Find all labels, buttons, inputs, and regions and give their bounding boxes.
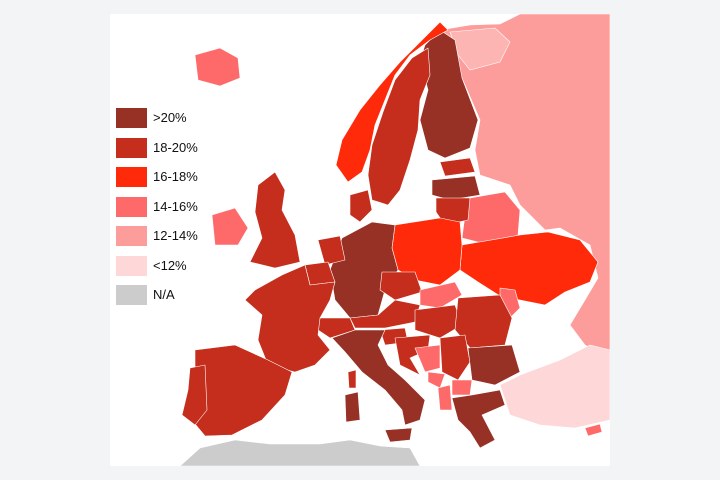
region-north-macedonia[interactable] xyxy=(451,379,473,396)
region-iceland[interactable] xyxy=(194,47,241,87)
region-norway[interactable] xyxy=(335,21,449,183)
legend-swatch xyxy=(116,196,147,217)
region-sardinia[interactable] xyxy=(344,391,361,423)
legend-swatch xyxy=(116,285,147,305)
legend-label: >20% xyxy=(153,110,187,125)
legend-label: N/A xyxy=(153,287,175,302)
legend-label: 14-16% xyxy=(153,198,198,214)
region-czech[interactable] xyxy=(379,271,423,301)
region-greece[interactable] xyxy=(451,389,506,449)
region-denmark[interactable] xyxy=(349,189,373,223)
region-ireland[interactable] xyxy=(211,207,249,246)
region-croatia[interactable] xyxy=(394,334,431,376)
europe-map xyxy=(179,14,610,466)
legend-swatch xyxy=(116,226,147,246)
region-montenegro[interactable] xyxy=(427,371,446,389)
map-frame: >20% 18-20% 16-18% 14-16% 12-14% <12% N/… xyxy=(110,14,610,466)
region-finland[interactable] xyxy=(419,29,479,159)
region-belgium[interactable] xyxy=(304,261,336,286)
region-ukraine[interactable] xyxy=(459,231,599,306)
legend-label: 18-20% xyxy=(153,139,198,155)
region-bulgaria[interactable] xyxy=(467,344,521,386)
region-sicily[interactable] xyxy=(384,427,413,443)
region-sweden[interactable] xyxy=(367,47,431,206)
legend: >20% 18-20% 16-18% 14-16% 12-14% <12% N/… xyxy=(116,107,226,314)
legend-item: 12-14% xyxy=(116,225,226,247)
region-estonia[interactable] xyxy=(439,157,476,177)
legend-item: 16-18% xyxy=(116,166,226,188)
region-russia[interactable] xyxy=(439,14,610,361)
region-albania[interactable] xyxy=(437,384,453,411)
region-corsica[interactable] xyxy=(347,369,357,389)
legend-item: <12% xyxy=(116,255,226,277)
region-slovakia[interactable] xyxy=(419,281,463,309)
region-romania[interactable] xyxy=(454,294,513,349)
legend-item: N/A xyxy=(116,284,226,306)
region-turkey[interactable] xyxy=(499,344,610,429)
legend-item: 14-16% xyxy=(116,196,226,218)
region-serbia[interactable] xyxy=(439,334,471,381)
region-bosnia[interactable] xyxy=(414,344,441,373)
region-hungary[interactable] xyxy=(414,304,463,339)
region-uk[interactable] xyxy=(249,171,301,269)
legend-item: >20% xyxy=(116,107,226,129)
legend-swatch xyxy=(116,108,147,128)
region-cyprus[interactable] xyxy=(584,423,603,437)
region-italy[interactable] xyxy=(331,329,426,426)
legend-label: 12-14% xyxy=(153,228,198,243)
legend-item: 18-20% xyxy=(116,137,226,159)
region-latvia[interactable] xyxy=(431,175,481,201)
region-north-africa[interactable] xyxy=(179,439,421,466)
legend-label: 16-18% xyxy=(153,169,198,184)
region-france[interactable] xyxy=(244,264,336,373)
legend-swatch xyxy=(116,137,147,158)
legend-swatch xyxy=(116,167,147,187)
legend-label: <12% xyxy=(153,257,187,273)
region-portugal[interactable] xyxy=(181,364,208,426)
region-netherlands[interactable] xyxy=(317,235,346,266)
legend-swatch xyxy=(116,255,147,276)
